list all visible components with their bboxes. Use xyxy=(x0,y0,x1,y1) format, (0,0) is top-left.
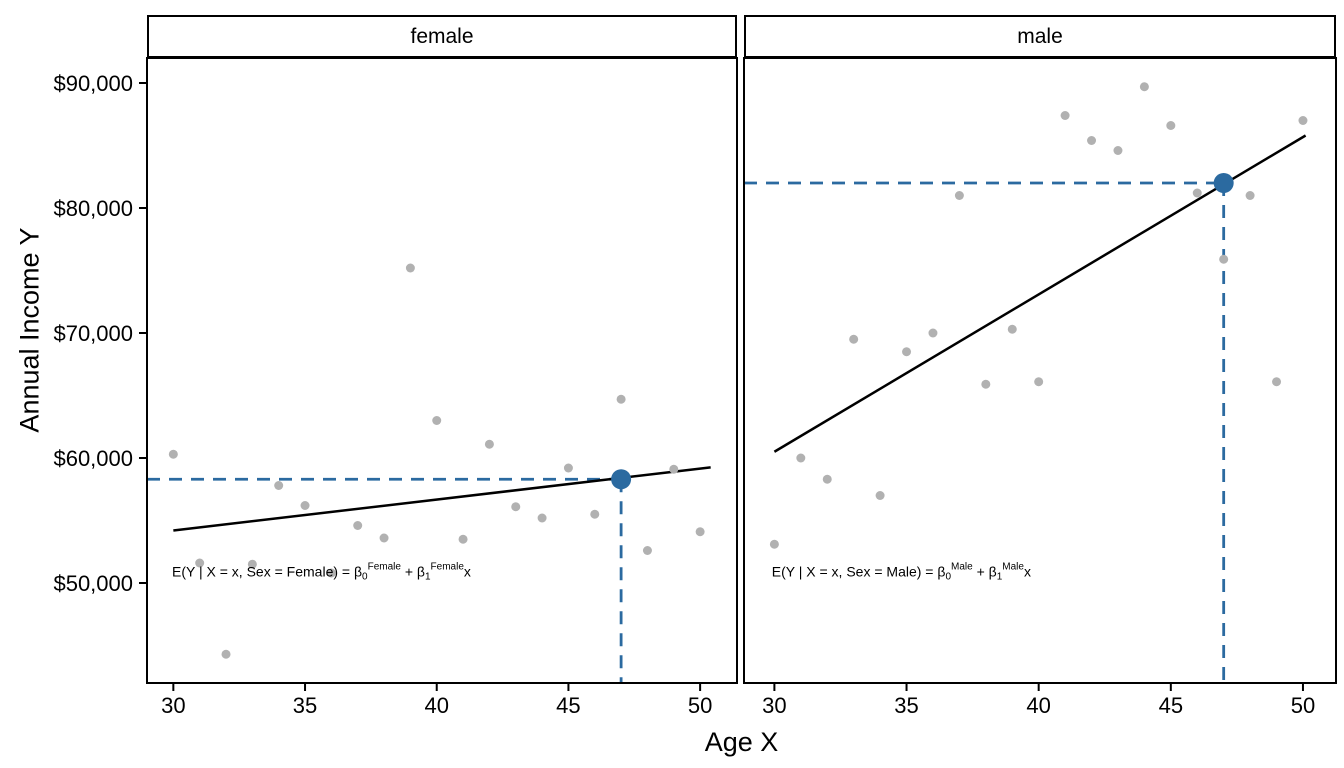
data-point xyxy=(1007,324,1017,334)
data-point xyxy=(1034,377,1044,387)
y-tick-label: $90,000 xyxy=(53,71,133,96)
data-point xyxy=(1060,111,1070,120)
formula-segment: β xyxy=(353,563,363,580)
data-point xyxy=(1087,136,1097,145)
conditional-mean-point-female xyxy=(611,469,632,490)
data-point xyxy=(928,328,938,338)
x-tick-label: 40 xyxy=(424,693,448,718)
panel-border-male xyxy=(743,57,1337,684)
y-tick-label: $60,000 xyxy=(53,446,133,471)
data-point xyxy=(405,263,415,273)
formula-segment: 1 xyxy=(424,571,431,583)
data-point xyxy=(1166,121,1176,130)
data-point xyxy=(981,379,991,389)
x-axis-title: Age X xyxy=(704,727,779,757)
data-point xyxy=(484,439,494,449)
data-point xyxy=(1113,146,1123,155)
data-point xyxy=(379,533,389,543)
data-point xyxy=(1139,82,1149,92)
data-point xyxy=(642,546,652,555)
x-tick-label: 30 xyxy=(762,693,786,718)
data-point xyxy=(247,559,257,569)
data-point xyxy=(669,464,679,474)
formula-segment: 1 xyxy=(996,571,1003,583)
data-point xyxy=(822,474,832,484)
data-point xyxy=(168,449,178,459)
panel-border-female xyxy=(146,57,738,684)
data-point xyxy=(300,501,310,510)
data-point xyxy=(1219,254,1229,264)
conditional-mean-point-male xyxy=(1213,173,1234,193)
data-point xyxy=(1192,188,1202,198)
x-tick-label: 35 xyxy=(894,693,918,718)
formula-segment: β xyxy=(416,563,425,580)
facet-strip-female: female xyxy=(147,15,737,58)
data-point xyxy=(1298,116,1308,125)
data-point xyxy=(221,649,231,659)
x-tick-label: 35 xyxy=(293,693,317,718)
formula-segment: Female xyxy=(367,561,401,573)
formula-segment: 0 xyxy=(362,571,368,583)
data-point xyxy=(1272,377,1282,387)
y-axis-title: Annual Income Y xyxy=(14,227,45,433)
data-point xyxy=(796,453,806,463)
formula-segment: 0 xyxy=(945,571,951,583)
x-tick-label: 45 xyxy=(1159,693,1183,718)
formula-segment: + xyxy=(972,563,989,580)
annotation-female-formula: E(Y | X = x, Sex = Female) = β0Female + … xyxy=(172,561,471,582)
data-point xyxy=(537,513,547,523)
x-tick-label: 30 xyxy=(161,693,185,718)
data-point xyxy=(1245,191,1255,200)
data-point xyxy=(563,463,573,473)
data-point xyxy=(274,481,284,490)
formula-segment: x xyxy=(1023,563,1031,580)
data-point xyxy=(769,539,779,549)
data-point xyxy=(616,394,626,404)
facet-label-female: female xyxy=(410,24,474,48)
annotation-male-formula: E(Y | X = x, Sex = Male) = β0Male + β1Ma… xyxy=(772,561,1031,582)
data-point xyxy=(195,558,205,568)
y-tick-label: $70,000 xyxy=(53,321,133,346)
y-tick-label: $50,000 xyxy=(53,571,133,596)
data-point xyxy=(875,491,885,500)
data-point xyxy=(902,347,912,357)
x-tick-label: 40 xyxy=(1026,693,1050,718)
y-tick-label: $80,000 xyxy=(53,196,133,221)
data-point xyxy=(954,191,964,200)
formula-segment: Female xyxy=(430,561,464,573)
formula-segment: + xyxy=(400,563,417,580)
formula-segment: Male xyxy=(951,561,973,573)
formula-segment: E(Y | X = x, Sex = Female) = xyxy=(172,563,354,580)
formula-segment: β xyxy=(937,563,946,580)
data-point xyxy=(590,509,600,519)
x-tick-label: 45 xyxy=(556,693,580,718)
formula-segment: E(Y | X = x, Sex = Male) = xyxy=(771,563,938,580)
formula-segment: Male xyxy=(1002,561,1024,573)
x-tick-label: 50 xyxy=(1291,693,1315,718)
x-tick-label: 50 xyxy=(688,693,712,718)
data-point xyxy=(511,502,521,512)
formula-segment: x xyxy=(463,563,471,580)
facet-label-male: male xyxy=(1017,24,1063,48)
formula-segment: β xyxy=(988,563,997,580)
data-point xyxy=(695,527,705,537)
facet-strip-male: male xyxy=(744,15,1336,58)
data-point xyxy=(432,416,442,425)
data-point xyxy=(849,334,859,344)
data-point xyxy=(326,568,336,578)
data-point xyxy=(353,521,363,530)
data-point xyxy=(458,534,468,544)
